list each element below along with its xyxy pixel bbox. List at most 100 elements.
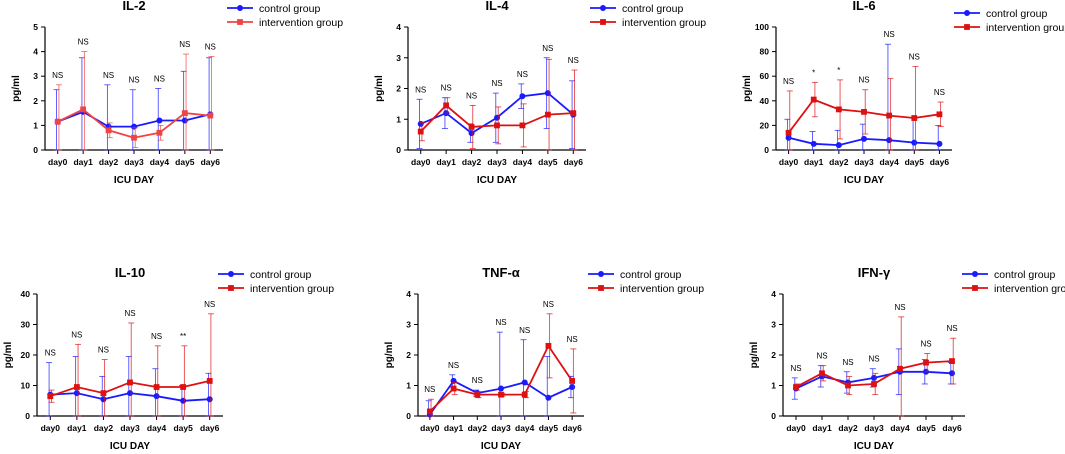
data-point: [785, 129, 792, 136]
x-tick-label: day4: [879, 157, 899, 167]
data-point: [47, 393, 54, 400]
significance-label: NS: [124, 309, 135, 318]
y-tick-label: 3: [406, 320, 411, 330]
series-intervention: [54, 51, 215, 151]
legend-label: control group: [986, 8, 1047, 20]
data-point: [474, 391, 481, 398]
legend-item: intervention group: [218, 283, 334, 295]
data-point: [180, 397, 187, 404]
x-axis-title: ICU DAY: [854, 441, 895, 452]
y-axis-title: pg/ml: [11, 75, 22, 102]
y-tick-label: 5: [33, 22, 38, 32]
y-tick-label: 4: [406, 289, 411, 299]
x-tick-label: day3: [120, 423, 140, 433]
x-tick-label: day4: [150, 157, 170, 167]
y-axis-title: pg/ml: [384, 341, 395, 368]
data-point: [468, 130, 475, 137]
data-point: [73, 390, 80, 397]
data-point: [417, 120, 424, 127]
x-tick-label: day6: [564, 157, 584, 167]
data-point: [544, 90, 551, 97]
y-tick-label: 1: [396, 114, 401, 124]
x-tick-label: day5: [539, 423, 559, 433]
data-point: [911, 115, 918, 121]
x-axis-title: ICU DAY: [477, 175, 518, 186]
legend-item: control group: [588, 269, 681, 281]
data-point: [521, 379, 528, 386]
x-tick-label: day0: [786, 423, 806, 433]
x-tick-label: day2: [99, 157, 119, 167]
y-tick-label: 0: [33, 145, 38, 155]
data-point: [156, 117, 163, 124]
legend-label: intervention group: [620, 283, 704, 295]
legend-label: control group: [259, 3, 320, 15]
x-tick-label: day5: [538, 157, 558, 167]
data-point: [519, 122, 526, 129]
data-point: [207, 112, 214, 119]
data-point: [498, 391, 504, 398]
significance-label: NS: [424, 385, 435, 394]
x-tick-label: day0: [411, 157, 431, 167]
data-point: [417, 128, 424, 135]
x-tick-label: day0: [420, 423, 440, 433]
data-point: [153, 393, 160, 400]
legend-marker: [972, 285, 978, 291]
x-axis-title: ICU DAY: [114, 175, 155, 186]
data-point: [886, 137, 893, 144]
significance-label: NS: [472, 376, 483, 385]
chart-panel: IL-4 0 1 2 3 4 day0 day1 day2 day3 day4 day5 day6 ICU…: [374, 0, 706, 186]
x-tick-label: day2: [94, 423, 114, 433]
series-intervention: [417, 58, 578, 151]
significance-label: NS: [495, 318, 506, 327]
significance-label: *: [837, 66, 840, 75]
x-tick-label: day3: [487, 157, 507, 167]
legend-label: intervention group: [994, 283, 1065, 295]
x-tick-label: day5: [916, 423, 936, 433]
y-tick-label: 4: [771, 289, 776, 299]
significance-label: NS: [842, 358, 853, 367]
x-tick-label: day2: [838, 423, 858, 433]
legend-item: intervention group: [588, 283, 704, 295]
data-point: [835, 106, 842, 113]
y-tick-label: 100: [755, 22, 769, 32]
data-point: [569, 384, 576, 391]
significance-label: NS: [52, 71, 63, 80]
series-intervention: [426, 313, 577, 417]
data-point: [73, 384, 80, 390]
significance-label: NS: [783, 77, 794, 86]
data-point: [100, 396, 107, 403]
x-tick-label: day1: [804, 157, 824, 167]
y-axis-title: pg/ml: [742, 75, 753, 102]
data-point: [897, 365, 903, 372]
significance-label: NS: [816, 352, 827, 361]
x-tick-label: day0: [41, 423, 61, 433]
significance-label: NS: [45, 349, 56, 358]
legend-label: intervention group: [986, 22, 1065, 34]
y-tick-label: 2: [396, 84, 401, 94]
significance-label: NS: [448, 361, 459, 370]
x-tick-label: day2: [468, 423, 488, 433]
legend-label: intervention group: [622, 17, 706, 29]
x-tick-label: day6: [942, 423, 962, 433]
data-point: [131, 134, 137, 141]
significance-label: **: [180, 332, 186, 341]
x-tick-label: day6: [930, 157, 950, 167]
legend-label: control group: [250, 269, 311, 281]
x-tick-label: day3: [124, 157, 144, 167]
data-point: [810, 140, 817, 147]
y-tick-label: 40: [760, 96, 770, 106]
legend-marker: [972, 271, 978, 277]
significance-label: NS: [151, 332, 162, 341]
legend-marker: [228, 271, 234, 277]
y-tick-label: 4: [33, 47, 38, 57]
significance-label: NS: [128, 76, 139, 85]
data-point: [886, 112, 893, 119]
significance-label: NS: [154, 75, 165, 84]
y-tick-label: 3: [771, 320, 776, 330]
x-tick-label: day6: [200, 423, 220, 433]
y-tick-label: 0: [25, 411, 30, 421]
data-point: [181, 110, 188, 116]
data-point: [468, 124, 475, 130]
series-control: [425, 331, 576, 418]
legend-marker: [237, 19, 243, 25]
